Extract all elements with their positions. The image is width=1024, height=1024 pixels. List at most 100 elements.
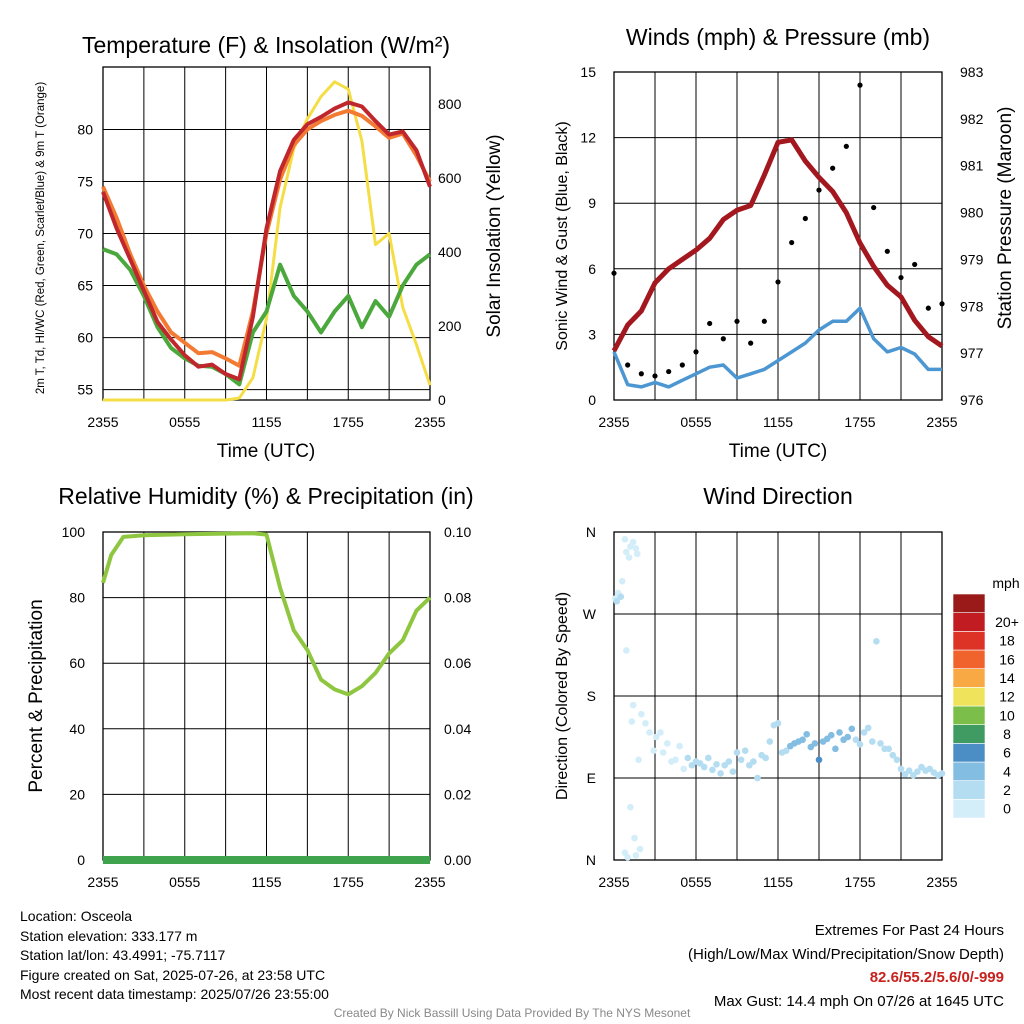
- gust-point: [652, 373, 658, 379]
- series-line-station-pressure: [611, 137, 944, 352]
- gust-point: [830, 165, 836, 171]
- wind-direction-point: [737, 756, 745, 764]
- wind-direction-point: [889, 751, 897, 759]
- credit-line: Created By Nick Bassill Using Data Provi…: [333, 1006, 691, 1020]
- gust-point: [843, 143, 849, 149]
- legend-swatch: [952, 612, 986, 632]
- x-tick-label: 0555: [680, 874, 711, 890]
- wind-direction-point: [631, 834, 638, 842]
- legend-label: 12: [999, 689, 1015, 705]
- x-tick-label: 2355: [598, 414, 629, 430]
- temperature-y-label: 2m T, Td, HI/WC (Red, Green, Scarlet/Blu…: [35, 82, 47, 394]
- wind-direction-point: [617, 593, 625, 600]
- x-tick-label: 0555: [169, 414, 200, 430]
- legend-swatch: [952, 631, 986, 651]
- y-tick-label: W: [583, 606, 597, 622]
- y2-tick-label: 800: [438, 96, 462, 112]
- station-elevation: Station elevation: 333.177 m: [20, 927, 198, 944]
- x-tick-label: 2355: [598, 874, 629, 890]
- x-tick-label: 0555: [680, 414, 711, 430]
- wind-direction-point: [633, 550, 641, 558]
- humidity-panel: Relative Humidity (%) & Precipitation (i…: [26, 483, 474, 890]
- x-tick-label: 2355: [926, 414, 957, 430]
- wind-direction-point: [873, 638, 880, 645]
- wind-direction-point: [799, 736, 806, 744]
- wind-direction-point: [627, 803, 634, 811]
- y-tick-label: 0: [77, 852, 85, 868]
- winds-chart-title: Winds (mph) & Pressure (mb): [626, 24, 930, 50]
- station-location: Location: Osceola: [20, 908, 133, 924]
- wind-direction-point: [657, 729, 664, 736]
- y-tick-label: 20: [69, 786, 85, 802]
- temperature-panel: Temperature (F) & Insolation (W/m²) Time…: [35, 32, 505, 462]
- y-tick-label: 75: [77, 173, 93, 189]
- x-tick-label: 1755: [844, 874, 875, 890]
- wind-direction-point: [741, 747, 749, 754]
- wind-direction-point: [680, 765, 687, 773]
- wind-direction-point: [717, 770, 724, 777]
- station-info: Location: Osceola Station elevation: 333…: [20, 907, 329, 1005]
- wind-direction-point: [625, 554, 633, 561]
- wind-direction-point: [766, 738, 774, 745]
- wind-direction-point: [729, 768, 737, 775]
- winds-y-label: Sonic Wind & Gust (Blue, Black): [554, 121, 571, 350]
- max-gust: Max Gust: 14.4 mph On 07/26 at 1645 UTC: [713, 992, 1004, 1010]
- wind-direction-point: [659, 749, 667, 756]
- legend-swatch: [952, 724, 986, 744]
- y-tick-label: 0: [588, 392, 596, 408]
- wind-direction-point: [885, 745, 892, 753]
- gust-point: [802, 215, 808, 222]
- wind-direction-point: [869, 738, 876, 745]
- y2-tick-label: 982: [960, 111, 984, 127]
- gust-point: [693, 349, 699, 355]
- y-tick-label: 3: [588, 326, 596, 342]
- wind-direction-point: [642, 720, 649, 727]
- station-latlon: Station lat/lon: 43.4991; -75.7117: [20, 947, 226, 963]
- wind-direction-point: [629, 538, 637, 546]
- gust-point: [679, 362, 685, 368]
- wind-direction-point: [635, 756, 642, 764]
- y-tick-label: N: [586, 524, 596, 540]
- x-tick-label: 2355: [414, 874, 445, 890]
- legend-label: 8: [1003, 726, 1011, 742]
- wind-direction-point: [762, 754, 769, 762]
- extremes-subtitle: (High/Low/Max Wind/Precipitation/Snow De…: [688, 945, 1004, 963]
- plot-frame: [613, 531, 943, 861]
- series-line-relative-humidity: [101, 531, 432, 697]
- legend-swatch: [952, 649, 986, 669]
- wind-direction-point: [852, 736, 860, 744]
- series-line-sonic-wind: [612, 306, 942, 389]
- wind-direction-point: [628, 718, 636, 725]
- wind-direction-point: [725, 758, 733, 765]
- y2-tick-label: 979: [960, 251, 984, 267]
- y2-tick-label: 0.04: [444, 721, 471, 737]
- figure-created: Figure created on Sat, 2025-07-26, at 23…: [20, 966, 326, 983]
- y-tick-label: 70: [77, 226, 93, 242]
- wind-direction-point: [856, 740, 864, 748]
- wind-direction-point: [684, 754, 692, 762]
- wind-direction-point: [700, 763, 708, 771]
- gust-point: [720, 336, 726, 342]
- gust-point: [707, 320, 713, 327]
- wind-direction-point: [905, 767, 913, 775]
- gust-point: [939, 301, 945, 307]
- wind-direction-point: [676, 742, 683, 750]
- y-tick-label: 60: [77, 330, 93, 346]
- gust-point: [884, 248, 890, 254]
- wind-direction-point: [650, 747, 657, 754]
- wind-direction-point: [629, 701, 637, 709]
- wind-direction-point: [914, 768, 921, 775]
- x-tick-label: 1155: [763, 874, 793, 890]
- gust-point: [761, 318, 767, 324]
- extremes-block: Extremes For Past 24 Hours (High/Low/Max…: [688, 919, 1004, 1013]
- series-line-td: [102, 247, 432, 387]
- legend-swatch: [952, 799, 986, 819]
- x-tick-label: 1155: [251, 874, 281, 890]
- y-tick-label: N: [586, 852, 596, 868]
- legend-label: 0: [1003, 801, 1011, 817]
- wind-direction-point: [709, 766, 716, 774]
- wind-direction-point: [815, 756, 823, 764]
- y2-tick-label: 400: [438, 244, 462, 260]
- series-line-2m-t: [101, 100, 432, 382]
